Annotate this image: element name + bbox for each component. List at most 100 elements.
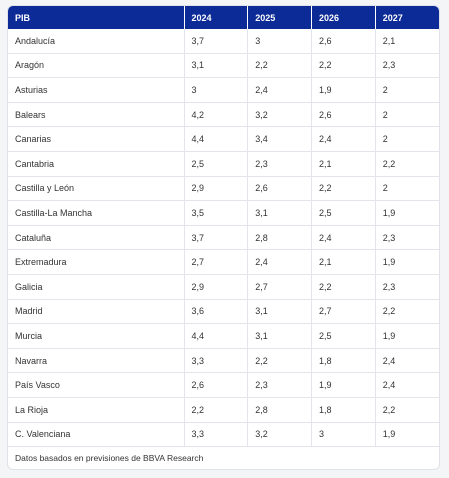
value-cell: 3,7 [184, 225, 249, 251]
value-cell: 2,7 [247, 274, 312, 300]
value-cell: 2,9 [184, 176, 249, 202]
value-cell: 3,3 [184, 422, 249, 448]
value-cell: 3 [247, 29, 312, 54]
value-cell: 2 [375, 102, 439, 128]
row-label: Canarias [8, 126, 185, 152]
value-cell: 2,4 [247, 77, 312, 103]
value-cell: 2,5 [311, 323, 376, 349]
header-cell: 2026 [311, 6, 376, 29]
value-cell: 2 [375, 126, 439, 152]
value-cell: 2,2 [375, 397, 439, 423]
value-cell: 2,4 [311, 126, 376, 152]
value-cell: 3,4 [247, 126, 312, 152]
value-cell: 2,2 [247, 53, 312, 79]
row-label: La Rioja [8, 397, 185, 423]
value-cell: 3,1 [184, 53, 249, 79]
value-cell: 1,9 [375, 249, 439, 275]
value-cell: 2,2 [184, 397, 249, 423]
value-cell: 3,2 [247, 102, 312, 128]
value-cell: 2 [375, 77, 439, 103]
table-row: Extremadura 2,7 2,4 2,1 1,9 [8, 249, 439, 275]
value-cell: 2,2 [375, 299, 439, 325]
value-cell: 3 [311, 422, 376, 448]
table-row: Cantabria 2,5 2,3 2,1 2,2 [8, 151, 439, 177]
value-cell: 2,7 [184, 249, 249, 275]
value-cell: 4,2 [184, 102, 249, 128]
value-cell: 2,3 [375, 53, 439, 79]
value-cell: 2,5 [184, 151, 249, 177]
row-label: Madrid [8, 299, 185, 325]
value-cell: 3,7 [184, 29, 249, 54]
table-row: Castilla-La Mancha 3,5 3,1 2,5 1,9 [8, 200, 439, 226]
value-cell: 3,1 [247, 323, 312, 349]
header-row: PIB 2024 2025 2026 2027 [8, 6, 439, 29]
value-cell: 3,6 [184, 299, 249, 325]
row-label: Cataluña [8, 225, 185, 251]
row-label: Extremadura [8, 249, 185, 275]
value-cell: 2,6 [184, 372, 249, 398]
value-cell: 2,2 [311, 274, 376, 300]
value-cell: 2,1 [311, 249, 376, 275]
table-row: Castilla y León 2,9 2,6 2,2 2 [8, 176, 439, 202]
row-label: País Vasco [8, 372, 185, 398]
value-cell: 3,2 [247, 422, 312, 448]
value-cell: 2,6 [247, 176, 312, 202]
value-cell: 2,3 [247, 151, 312, 177]
value-cell: 1,9 [311, 372, 376, 398]
row-label: C. Valenciana [8, 422, 185, 448]
value-cell: 1,8 [311, 348, 376, 374]
table-row: Balears 4,2 3,2 2,6 2 [8, 102, 439, 128]
table-row: Cataluña 3,7 2,8 2,4 2,3 [8, 225, 439, 251]
row-label: Aragón [8, 53, 185, 79]
table-row: Andalucía 3,7 3 2,6 2,1 [8, 29, 439, 54]
value-cell: 3,3 [184, 348, 249, 374]
table-row: Madrid 3,6 3,1 2,7 2,2 [8, 299, 439, 325]
row-label: Cantabria [8, 151, 185, 177]
value-cell: 2,7 [311, 299, 376, 325]
row-label: Asturias [8, 77, 185, 103]
value-cell: 2,4 [375, 348, 439, 374]
value-cell: 2,5 [311, 200, 376, 226]
value-cell: 1,9 [375, 323, 439, 349]
table-row: Navarra 3,3 2,2 1,8 2,4 [8, 348, 439, 374]
header-cell: 2024 [184, 6, 249, 29]
value-cell: 2,3 [375, 274, 439, 300]
row-label: Murcia [8, 323, 185, 349]
row-label: Andalucía [8, 29, 185, 54]
value-cell: 4,4 [184, 126, 249, 152]
value-cell: 3 [184, 77, 249, 103]
value-cell: 2,8 [247, 225, 312, 251]
row-label: Galicia [8, 274, 185, 300]
table-row: C. Valenciana 3,3 3,2 3 1,9 [8, 422, 439, 448]
table-row: La Rioja 2,2 2,8 1,8 2,2 [8, 397, 439, 423]
table-row: Murcia 4,4 3,1 2,5 1,9 [8, 323, 439, 349]
value-cell: 1,9 [311, 77, 376, 103]
value-cell: 2,4 [311, 225, 376, 251]
table-card: PIB 2024 2025 2026 2027 Andalucía 3,7 3 2,6 2,1 A… [7, 5, 440, 470]
value-cell: 2,2 [311, 176, 376, 202]
table-row: País Vasco 2,6 2,3 1,9 2,4 [8, 372, 439, 398]
value-cell: 2,1 [311, 151, 376, 177]
table-body: Andalucía 3,7 3 2,6 2,1 Aragón 3,1 2,2 2,2 2,3 Ast… [8, 29, 439, 448]
table-row: Aragón 3,1 2,2 2,2 2,3 [8, 53, 439, 79]
header-cell: 2025 [247, 6, 312, 29]
value-cell: 2,4 [247, 249, 312, 275]
value-cell: 3,5 [184, 200, 249, 226]
value-cell: 2 [375, 176, 439, 202]
value-cell: 2,2 [247, 348, 312, 374]
value-cell: 1,9 [375, 200, 439, 226]
row-label: Castilla y León [8, 176, 185, 202]
table-row: Asturias 3 2,4 1,9 2 [8, 77, 439, 103]
value-cell: 2,2 [311, 53, 376, 79]
row-label: Navarra [8, 348, 185, 374]
footnote: Datos basados en previsiones de BBVA Res… [15, 453, 204, 464]
value-cell: 2,2 [375, 151, 439, 177]
value-cell: 1,9 [375, 422, 439, 448]
value-cell: 2,1 [375, 29, 439, 54]
value-cell: 2,6 [311, 29, 376, 54]
value-cell: 2,3 [247, 372, 312, 398]
header-cell: PIB [8, 6, 185, 29]
value-cell: 2,9 [184, 274, 249, 300]
row-label: Castilla-La Mancha [8, 200, 185, 226]
